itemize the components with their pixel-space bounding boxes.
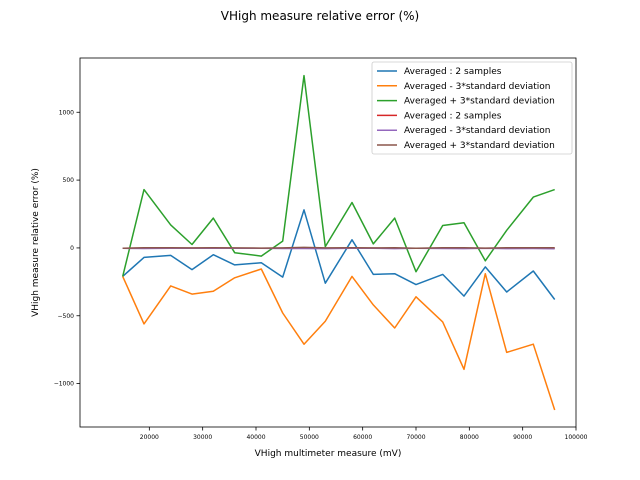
- legend-label-4: Averaged : 2 samples: [404, 111, 502, 121]
- x-tick-label: 60000: [353, 434, 372, 441]
- series-line-3: [121, 74, 555, 277]
- series-line-2: [122, 268, 556, 411]
- y-tick-label: 500: [63, 177, 75, 184]
- legend-label-3: Averaged + 3*standard deviation: [404, 97, 555, 107]
- y-axis: −1000 −500 0 500 1000: [54, 109, 80, 388]
- x-tick-label: 30000: [193, 434, 212, 441]
- plot-frame: [79, 57, 577, 428]
- x-tick-label: 40000: [246, 434, 265, 441]
- plot-lines: [121, 74, 556, 411]
- chart-title: VHigh measure relative error (%): [221, 9, 419, 23]
- series-line-6: [122, 246, 555, 250]
- x-tick-label: 80000: [460, 434, 479, 441]
- legend-label-1: Averaged : 2 samples: [404, 67, 502, 77]
- legend: Averaged : 2 samples Averaged - 3*standar…: [371, 61, 573, 155]
- legend-label-6: Averaged + 3*standard deviation: [404, 141, 555, 151]
- x-tick-label: 70000: [406, 434, 425, 441]
- y-tick-label: 0: [70, 245, 74, 252]
- y-tick-label: −1000: [54, 381, 74, 388]
- x-tick-label: 20000: [140, 434, 159, 441]
- legend-box: [371, 61, 573, 155]
- y-tick-label: 1000: [59, 109, 74, 116]
- x-axis-label: VHigh multimeter measure (mV): [255, 449, 402, 459]
- x-tick-label: 100000: [565, 434, 588, 441]
- series-line-1: [122, 209, 556, 300]
- x-axis: 20000 30000 40000 50000 60000 70000 80000 90000…: [140, 427, 588, 441]
- y-axis-label: VHigh measure relative error (%): [31, 168, 41, 317]
- legend-label-2: Averaged - 3*standard deviation: [404, 82, 550, 92]
- x-tick-label: 90000: [513, 434, 532, 441]
- y-tick-label: −500: [58, 313, 75, 320]
- x-tick-label: 50000: [300, 434, 319, 441]
- legend-label-5: Averaged - 3*standard deviation: [404, 126, 550, 136]
